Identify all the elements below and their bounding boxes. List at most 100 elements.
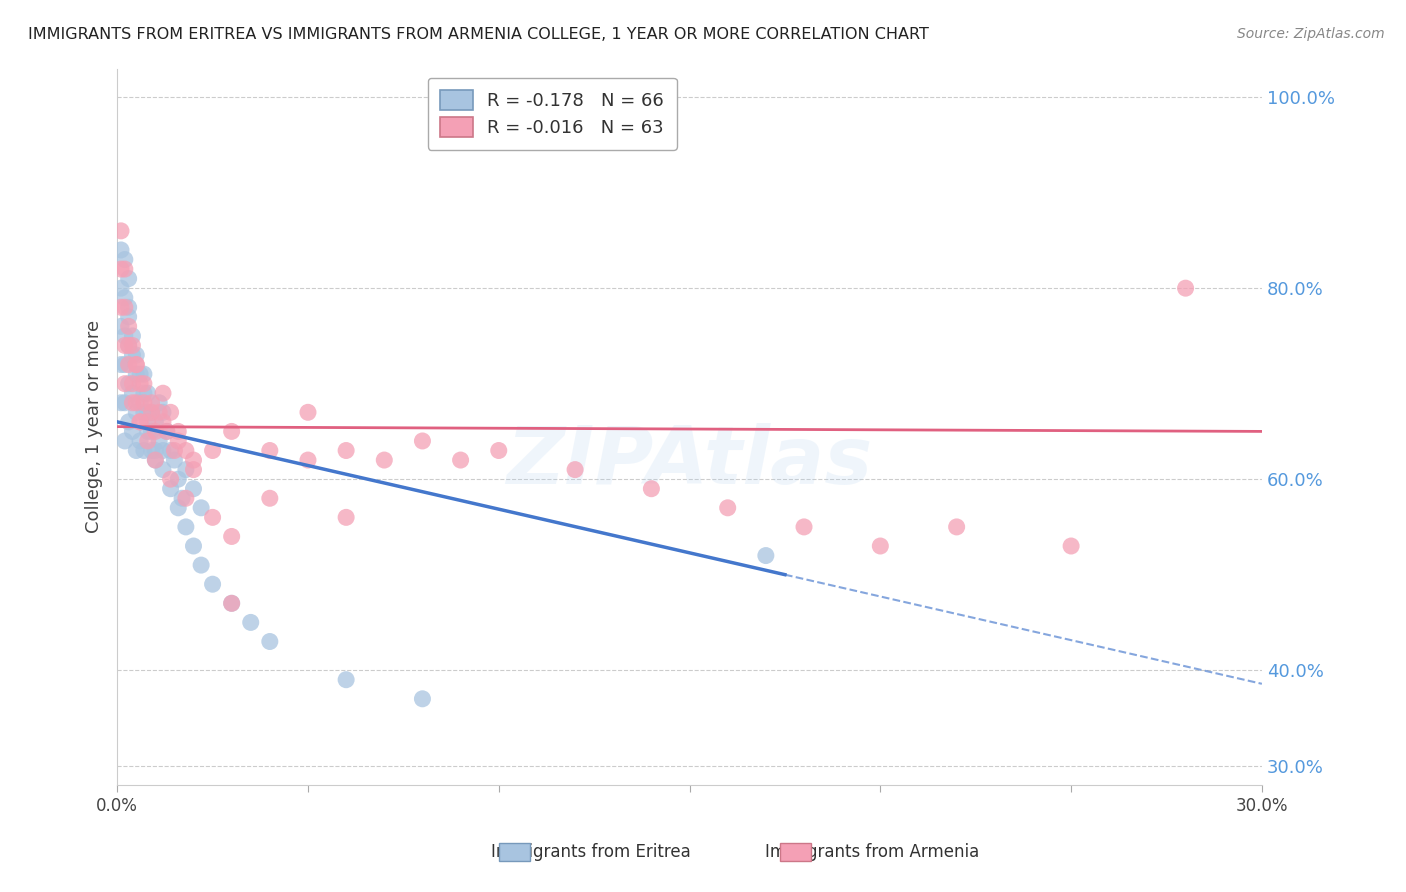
Point bbox=[129, 376, 152, 391]
Point bbox=[156, 425, 179, 439]
Point bbox=[259, 634, 281, 648]
Point bbox=[110, 396, 132, 410]
Point bbox=[143, 425, 166, 439]
Point bbox=[221, 425, 243, 439]
Point bbox=[121, 386, 143, 401]
Point bbox=[717, 500, 740, 515]
Point bbox=[114, 338, 136, 352]
Point bbox=[114, 358, 136, 372]
Point bbox=[183, 539, 205, 553]
Point bbox=[117, 376, 139, 391]
Point bbox=[259, 443, 281, 458]
Point bbox=[143, 415, 166, 429]
Point bbox=[141, 443, 163, 458]
Point bbox=[110, 300, 132, 314]
Point bbox=[945, 520, 967, 534]
Point bbox=[110, 358, 132, 372]
Point bbox=[136, 405, 159, 419]
Point bbox=[170, 491, 193, 506]
Point bbox=[125, 358, 148, 372]
Point bbox=[117, 338, 139, 352]
Point bbox=[136, 386, 159, 401]
Point bbox=[136, 415, 159, 429]
Point bbox=[156, 425, 179, 439]
Point bbox=[259, 491, 281, 506]
Point bbox=[163, 443, 186, 458]
Point bbox=[114, 252, 136, 267]
Point bbox=[114, 396, 136, 410]
Point bbox=[152, 386, 174, 401]
Point bbox=[143, 453, 166, 467]
Point bbox=[132, 405, 155, 419]
Point bbox=[174, 443, 197, 458]
Point bbox=[125, 358, 148, 372]
Point bbox=[117, 319, 139, 334]
Point bbox=[152, 462, 174, 476]
Point bbox=[125, 396, 148, 410]
Point bbox=[129, 415, 152, 429]
Point bbox=[121, 329, 143, 343]
Y-axis label: College, 1 year or more: College, 1 year or more bbox=[86, 320, 103, 533]
Point bbox=[129, 415, 152, 429]
Point bbox=[174, 491, 197, 506]
Point bbox=[141, 396, 163, 410]
Point bbox=[110, 281, 132, 295]
Point bbox=[121, 396, 143, 410]
Point bbox=[132, 376, 155, 391]
Point bbox=[297, 453, 319, 467]
Point bbox=[221, 596, 243, 610]
Point bbox=[411, 434, 433, 448]
Point bbox=[450, 453, 472, 467]
Point bbox=[136, 434, 159, 448]
Point bbox=[411, 691, 433, 706]
Text: IMMIGRANTS FROM ERITREA VS IMMIGRANTS FROM ARMENIA COLLEGE, 1 YEAR OR MORE CORRE: IMMIGRANTS FROM ERITREA VS IMMIGRANTS FR… bbox=[28, 27, 929, 42]
Point bbox=[335, 443, 357, 458]
Point bbox=[114, 434, 136, 448]
Text: Immigrants from Armenia: Immigrants from Armenia bbox=[765, 843, 979, 861]
Point bbox=[640, 482, 662, 496]
Point bbox=[114, 262, 136, 277]
Point bbox=[159, 482, 181, 496]
Point bbox=[167, 434, 190, 448]
Point bbox=[159, 405, 181, 419]
Point bbox=[221, 596, 243, 610]
Point bbox=[221, 529, 243, 543]
Point bbox=[1174, 281, 1197, 295]
Point bbox=[152, 415, 174, 429]
Point bbox=[335, 673, 357, 687]
Point bbox=[174, 520, 197, 534]
Point bbox=[183, 462, 205, 476]
Point bbox=[564, 462, 586, 476]
Legend: R = -0.178   N = 66, R = -0.016   N = 63: R = -0.178 N = 66, R = -0.016 N = 63 bbox=[427, 78, 676, 150]
Point bbox=[167, 425, 190, 439]
Point bbox=[117, 310, 139, 324]
Point bbox=[143, 443, 166, 458]
Point bbox=[129, 367, 152, 381]
Point bbox=[117, 271, 139, 285]
Point bbox=[190, 558, 212, 573]
Point bbox=[132, 367, 155, 381]
Point bbox=[163, 453, 186, 467]
Point bbox=[125, 405, 148, 419]
Point bbox=[110, 262, 132, 277]
Point bbox=[190, 500, 212, 515]
Point bbox=[125, 367, 148, 381]
Point bbox=[159, 472, 181, 486]
Point bbox=[141, 405, 163, 419]
Point bbox=[132, 386, 155, 401]
Point bbox=[159, 443, 181, 458]
Point bbox=[152, 443, 174, 458]
Point bbox=[201, 577, 224, 591]
Text: Source: ZipAtlas.com: Source: ZipAtlas.com bbox=[1237, 27, 1385, 41]
Point bbox=[167, 472, 190, 486]
Point bbox=[117, 415, 139, 429]
Point bbox=[117, 358, 139, 372]
Point bbox=[125, 443, 148, 458]
Point bbox=[239, 615, 262, 630]
Point bbox=[167, 500, 190, 515]
Point bbox=[335, 510, 357, 524]
Point bbox=[148, 434, 170, 448]
Point bbox=[110, 319, 132, 334]
Point bbox=[869, 539, 891, 553]
Point bbox=[110, 224, 132, 238]
